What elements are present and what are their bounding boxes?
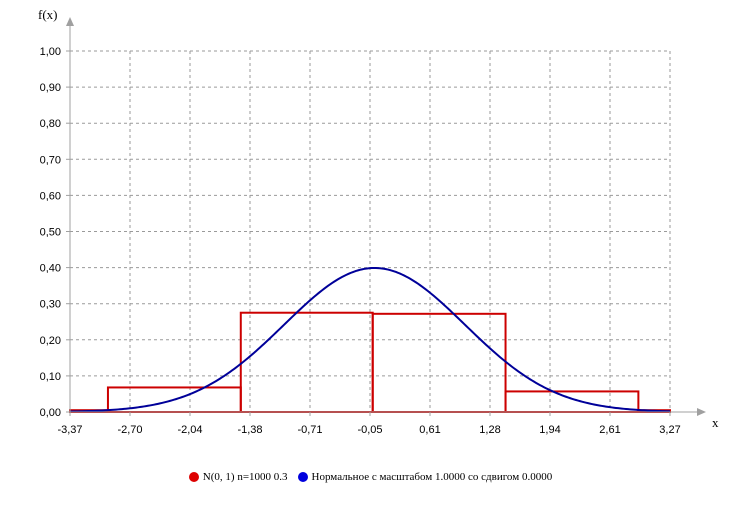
x-axis-arrow: [697, 408, 706, 416]
grid: [70, 50, 671, 412]
x-tick-label: -3,37: [57, 424, 82, 436]
legend: N(0, 1) n=1000 0.3 Нормальное с масштабо…: [0, 471, 741, 483]
legend-swatch-red: [188, 472, 199, 482]
normal-curve-series: [69, 266, 671, 413]
x-tick-label: -2,70: [117, 424, 142, 436]
x-tick-label: -0,05: [357, 424, 382, 436]
legend-label-normal: Нормальное с масштабом 1.0000 со сдвигом…: [311, 471, 553, 483]
legend-swatch-blue: [297, 472, 308, 482]
x-tick-label: -0,71: [297, 424, 322, 436]
y-tick-label: 0,50: [40, 227, 61, 239]
legend-item-normal: Нормальное с масштабом 1.0000 со сдвигом…: [297, 471, 553, 483]
y-tick-label: 0,60: [40, 190, 61, 202]
y-tick-label: 0,80: [40, 118, 61, 130]
x-axis-title: x: [712, 415, 719, 430]
y-tick-label: 0,00: [40, 407, 61, 419]
x-tick-label: -2,04: [177, 424, 202, 436]
y-tick-label: 0,40: [40, 263, 61, 275]
x-tick-label: 0,61: [419, 424, 440, 436]
y-tick-label: 0,20: [40, 335, 61, 347]
y-tick-label: 0,70: [40, 154, 61, 166]
x-tick-label: 1,28: [479, 424, 500, 436]
tick-labels: -3,37 -2,70 -2,04 -1,38 -0,71 -0,05 0,61 1,28 1,…: [40, 46, 681, 436]
legend-item-histogram: N(0, 1) n=1000 0.3: [188, 471, 288, 483]
x-tick-label: -1,38: [237, 424, 262, 436]
y-tick-label: 0,30: [40, 299, 61, 311]
axes: [66, 17, 706, 416]
y-tick-label: 1,00: [40, 46, 61, 58]
y-tick-label: 0,90: [40, 82, 61, 94]
histogram-bar: [371, 312, 507, 414]
y-axis-title: f(x): [38, 7, 58, 22]
y-tick-label: 0,10: [40, 371, 61, 383]
legend-label-histogram: N(0, 1) n=1000 0.3: [202, 471, 288, 483]
histogram-bar: [239, 311, 374, 414]
y-axis-arrow: [66, 17, 74, 26]
x-tick-label: 3,27: [659, 424, 680, 436]
x-tick-label: 1,94: [539, 424, 560, 436]
normal-curve-line: [69, 266, 671, 413]
x-tick-label: 2,61: [599, 424, 620, 436]
